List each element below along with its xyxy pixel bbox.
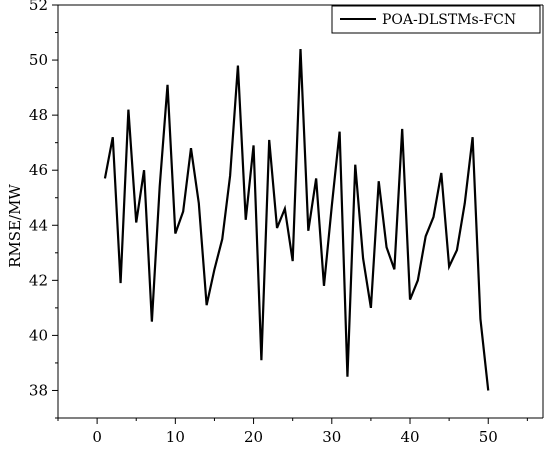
plot-frame: [57, 4, 544, 419]
y-ticks: 38 40 42 44 46 48 50 52: [29, 0, 58, 419]
x-tick-label: 30: [322, 428, 341, 446]
y-tick-label: 38: [29, 381, 48, 399]
series-layer: [103, 49, 490, 391]
y-tick-label: 44: [29, 216, 48, 234]
y-axis-title: RMSE/MW: [6, 184, 24, 268]
series-line: [103, 49, 490, 391]
x-tick-label: 40: [400, 428, 419, 446]
y-tick-label: 52: [29, 0, 48, 14]
x-tick-label: 50: [479, 428, 498, 446]
x-tick-label: 10: [166, 428, 185, 446]
y-tick-label: 40: [29, 326, 48, 344]
x-tick-label: 0: [92, 428, 102, 446]
x-ticks: 0 10 20 30 40 50: [57, 418, 528, 446]
y-tick-label: 48: [29, 106, 48, 124]
legend: POA-DLSTMs-FCN: [331, 5, 541, 34]
y-tick-label: 50: [29, 51, 48, 69]
y-tick-label: 46: [29, 161, 48, 179]
y-tick-label: 42: [29, 271, 48, 289]
legend-label: POA-DLSTMs-FCN: [382, 12, 516, 28]
x-tick-label: 20: [244, 428, 263, 446]
